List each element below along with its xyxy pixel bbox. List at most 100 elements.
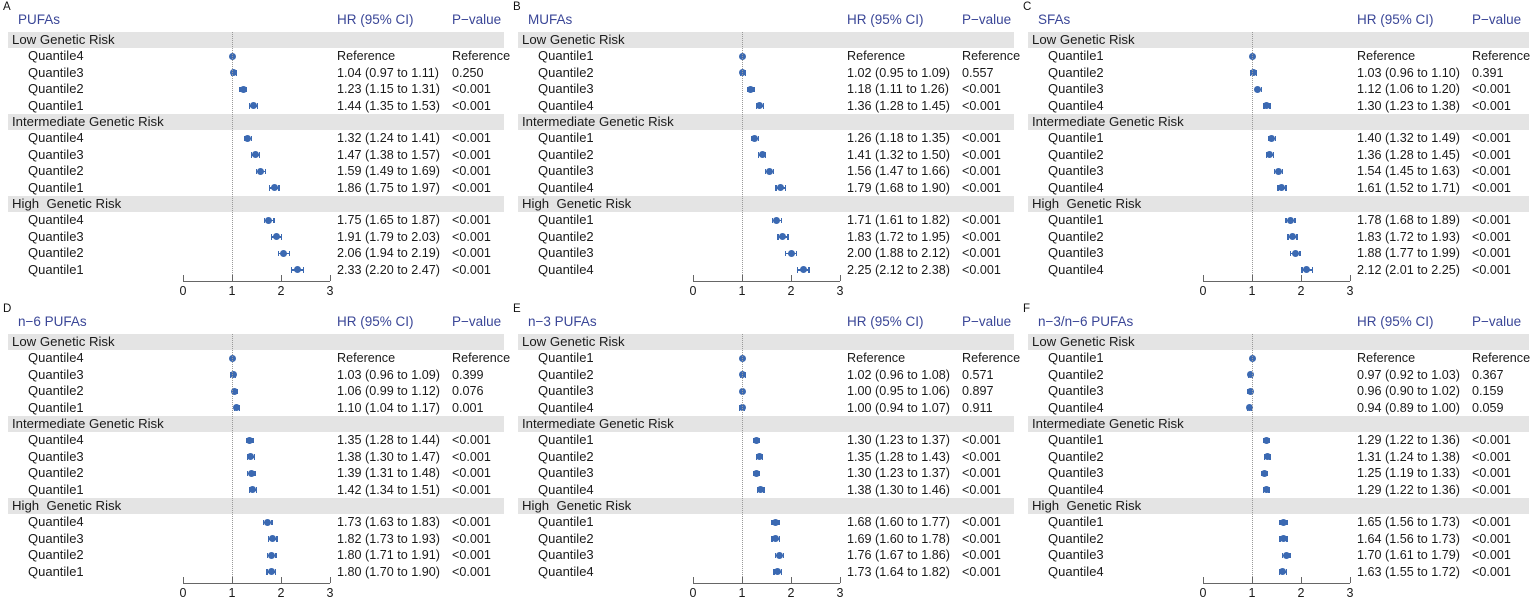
ci-cap-left (262, 519, 265, 526)
hr-ci-value: 1.47 (1.38 to 1.57) (337, 147, 440, 162)
group-row: Intermediate Genetic Risk (8, 416, 504, 433)
p-value: <0.001 (452, 564, 491, 579)
p-value: <0.001 (1472, 564, 1511, 579)
forest-dot (1278, 184, 1286, 192)
hr-ci-value: 2.33 (2.20 to 2.47) (337, 262, 440, 277)
quantile-row: Quantile4 Reference Reference (0, 48, 510, 64)
quantile-row: Quantile3 2.00 (1.88 to 2.12) <0.001 (510, 245, 1020, 261)
group-label: High Genetic Risk (12, 498, 122, 513)
quantile-label: Quantile1 (28, 261, 84, 277)
quantile-row: Quantile3 1.12 (1.06 to 1.20) <0.001 (1020, 81, 1535, 97)
quantile-label: Quantile1 (28, 481, 84, 497)
quantile-label: Quantile3 (1048, 465, 1104, 481)
x-axis (693, 583, 840, 584)
p-value: <0.001 (962, 82, 1001, 97)
hr-ci-value: 1.65 (1.56 to 1.73) (1357, 515, 1460, 530)
quantile-label: Quantile4 (28, 130, 84, 146)
ci-cap-left (771, 536, 773, 542)
forest-dot (1286, 217, 1294, 225)
quantile-label: Quantile3 (28, 146, 84, 162)
forest-dot (757, 486, 765, 494)
forest-dot (1289, 233, 1297, 241)
p-value: <0.001 (1472, 482, 1511, 497)
ci-cap-right (302, 266, 305, 273)
x-axis-tick (791, 577, 792, 583)
forest-dot (799, 266, 807, 274)
group-row: High Genetic Risk (8, 498, 504, 515)
hr-ci-value: 1.68 (1.60 to 1.77) (847, 515, 950, 530)
ci-cap-left (263, 217, 266, 224)
quantile-label: Quantile4 (28, 212, 84, 228)
ci-cap-right (1294, 217, 1296, 224)
group-row: Low Genetic Risk (518, 32, 1014, 49)
quantile-row: Quantile4 Reference Reference (0, 350, 510, 366)
hr-ci-value: 1.54 (1.45 to 1.63) (1357, 164, 1460, 179)
quantile-label: Quantile4 (538, 399, 594, 415)
p-value: <0.001 (1472, 246, 1511, 261)
ci-cap-left (1274, 168, 1276, 175)
p-value: 0.250 (452, 65, 484, 80)
quantile-label: Quantile1 (28, 97, 84, 113)
forest-dot (249, 486, 257, 494)
forest-dot (1249, 69, 1257, 77)
x-axis-tick-label: 1 (228, 586, 236, 600)
hr-ci-value: 1.35 (1.28 to 1.43) (847, 449, 950, 464)
quantile-label: Quantile1 (1048, 130, 1104, 146)
ci-cap-left (757, 152, 759, 158)
forest-dot (1247, 371, 1255, 379)
p-value: 0.571 (962, 367, 994, 382)
group-row: Intermediate Genetic Risk (1028, 416, 1529, 433)
hr-ci-value: 1.76 (1.67 to 1.86) (847, 548, 950, 563)
forest-dot (774, 568, 782, 576)
group-label: Intermediate Genetic Risk (522, 416, 674, 431)
forest-dot (1246, 387, 1254, 395)
quantile-row: Quantile3 1.00 (0.95 to 1.06) 0.897 (510, 383, 1020, 399)
p-value: <0.001 (962, 180, 1001, 195)
hr-ci-value: Reference (1357, 351, 1416, 366)
hr-ci-value: 1.29 (1.22 to 1.36) (1357, 482, 1460, 497)
quantile-label: Quantile2 (28, 547, 84, 563)
p-value: 0.557 (962, 65, 994, 80)
x-axis-tick-label: 0 (689, 284, 697, 298)
p-value: <0.001 (452, 82, 491, 97)
p-value: 0.911 (962, 400, 993, 415)
x-axis-tick (232, 275, 233, 281)
quantile-row: Quantile1 1.78 (1.68 to 1.89) <0.001 (1020, 212, 1535, 228)
quantile-label: Quantile3 (1048, 81, 1104, 97)
p-value: <0.001 (1472, 164, 1511, 179)
group-label: High Genetic Risk (522, 196, 632, 211)
quantile-label: Quantile1 (28, 399, 84, 415)
x-axis-tick (1350, 275, 1351, 281)
quantile-label: Quantile4 (1048, 261, 1104, 277)
x-axis-tick (742, 577, 743, 583)
quantile-row: Quantile4 1.63 (1.55 to 1.72) <0.001 (1020, 564, 1535, 580)
forest-dot (273, 233, 281, 241)
quantile-row: Quantile1 1.10 (1.04 to 1.17) 0.001 (0, 400, 510, 416)
group-label: Intermediate Genetic Risk (12, 416, 164, 431)
forest-dot (229, 371, 237, 379)
ci-cap-right (778, 536, 781, 542)
hr-ci-value: 1.88 (1.77 to 1.99) (1357, 246, 1460, 261)
hr-ci-value: 1.73 (1.64 to 1.82) (847, 564, 950, 579)
quantile-row: Quantile3 1.76 (1.67 to 1.86) <0.001 (510, 547, 1020, 563)
ci-cap-right (275, 552, 277, 559)
forest-dot (747, 85, 755, 93)
forest-dot (280, 249, 288, 257)
ci-cap-right (1286, 536, 1288, 542)
forest-dot (293, 266, 301, 274)
p-value: <0.001 (452, 515, 491, 530)
forest-dot (771, 519, 779, 527)
hr-ci-value: 1.71 (1.61 to 1.82) (847, 213, 950, 228)
x-axis (1203, 281, 1350, 282)
p-value: <0.001 (1472, 548, 1511, 563)
quantile-label: Quantile2 (1048, 228, 1104, 244)
x-axis (693, 281, 840, 282)
quantile-row: Quantile3 1.30 (1.23 to 1.37) <0.001 (510, 465, 1020, 481)
p-value: <0.001 (962, 531, 1001, 546)
forest-dot (1303, 266, 1311, 274)
forest-dot (1266, 151, 1274, 159)
quantile-label: Quantile2 (28, 81, 84, 97)
ci-cap-left (777, 234, 779, 240)
quantile-row: Quantile3 1.18 (1.11 to 1.26) <0.001 (510, 81, 1020, 97)
quantile-label: Quantile2 (1048, 146, 1104, 162)
